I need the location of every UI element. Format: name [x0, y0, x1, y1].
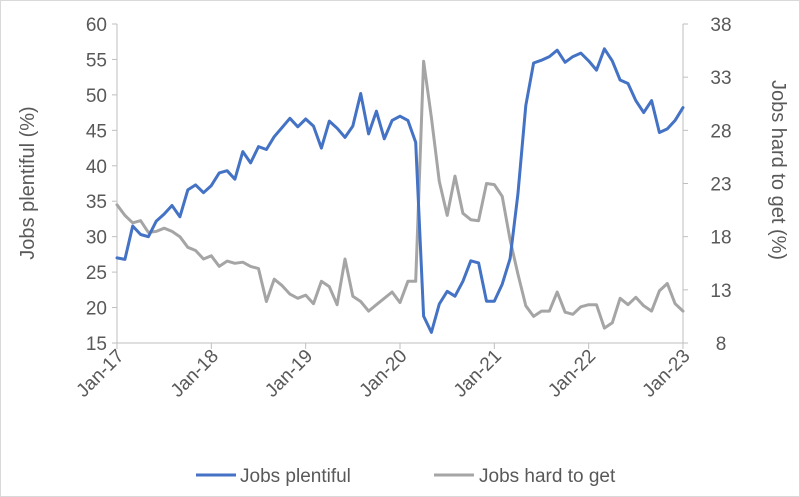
legend-label-jobs-hard-to-get: Jobs hard to get: [479, 466, 616, 487]
y-right-tick-label: 13: [710, 281, 731, 302]
legend: Jobs plentiful Jobs hard to get: [196, 466, 616, 487]
x-tick-label: Jan-20: [356, 346, 412, 402]
y-right-axis-title: Jobs hard to get (%): [767, 80, 789, 260]
series-line-jobs-hard-to-get: [115, 59, 685, 330]
y-left-tick-label: 35: [86, 192, 107, 213]
y-left-tick-label: 25: [86, 263, 107, 284]
x-tick-label: Jan-21: [450, 346, 506, 402]
series-layer: [115, 47, 685, 334]
y-right-tick-label: 38: [710, 15, 731, 36]
legend-label-jobs-plentiful: Jobs plentiful: [240, 466, 351, 487]
y-left-tick-label: 55: [86, 50, 107, 71]
y-left-tick-label: 30: [86, 228, 107, 249]
y-left-tick-label: 50: [86, 86, 107, 107]
x-tick-label: Jan-19: [261, 346, 317, 402]
y-right-tick-label: 28: [710, 121, 731, 142]
x-tick-label: Jan-22: [544, 346, 600, 402]
y-left-tick-label: 20: [86, 299, 107, 320]
x-tick-label: Jan-18: [167, 346, 223, 402]
y-left-tick-label: 45: [86, 121, 107, 142]
y-left-axis-title: Jobs plentiful (%): [17, 106, 39, 259]
x-tick-label: Jan-23: [639, 346, 695, 402]
y-right-tick-label: 8: [716, 334, 727, 355]
y-right-tick-label: 23: [710, 175, 731, 196]
y-right-tick-label: 33: [710, 68, 731, 89]
y-left-tick-label: 15: [86, 334, 107, 355]
series-line-jobs-plentiful: [115, 47, 685, 334]
y-left-tick-label: 60: [86, 15, 107, 36]
y-left-tick-label: 40: [86, 157, 107, 178]
y-right-tick-label: 18: [710, 228, 731, 249]
